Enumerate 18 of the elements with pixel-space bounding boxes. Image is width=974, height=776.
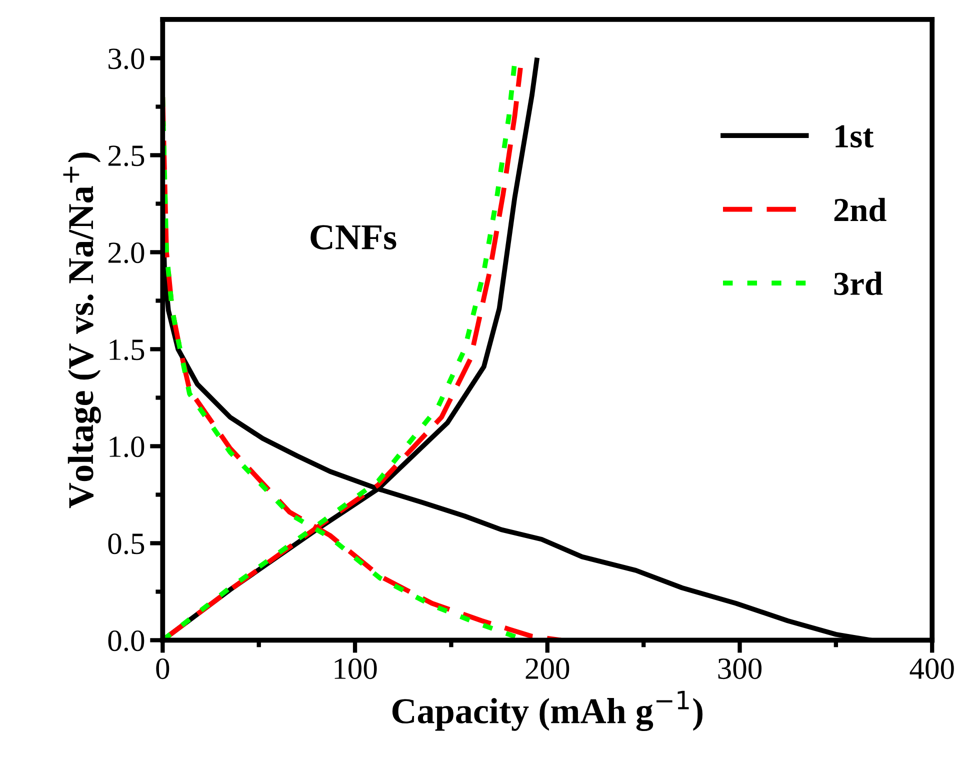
legend-label: 2nd (834, 198, 886, 222)
legend-label: 1st (836, 125, 874, 148)
x-tick-label: 0 (156, 658, 170, 680)
y-tick-label: 1.5 (110, 340, 144, 360)
y-tick-label: 0.0 (108, 630, 144, 652)
legend-label: 3rd (834, 272, 883, 296)
x-axis-title: Capacity (mAh g$^{−1}$) (392, 690, 702, 732)
x-tick-label: 300 (718, 658, 762, 680)
y-tick-label: 3.0 (108, 48, 144, 70)
y-tick-label: 1.0 (110, 436, 144, 458)
y-tick-label: 2.0 (108, 242, 144, 264)
annotation: CNFs (310, 225, 396, 250)
y-tick-label: 2.5 (108, 146, 144, 166)
x-tick-label: 100 (334, 658, 377, 680)
y-axis-title: Voltage (V vs. Na/Na$^{+}$) (63, 152, 101, 508)
x-tick-label: 200 (526, 658, 570, 680)
y-tick-label: 0.5 (108, 533, 144, 554)
x-tick-label: 400 (910, 658, 954, 680)
